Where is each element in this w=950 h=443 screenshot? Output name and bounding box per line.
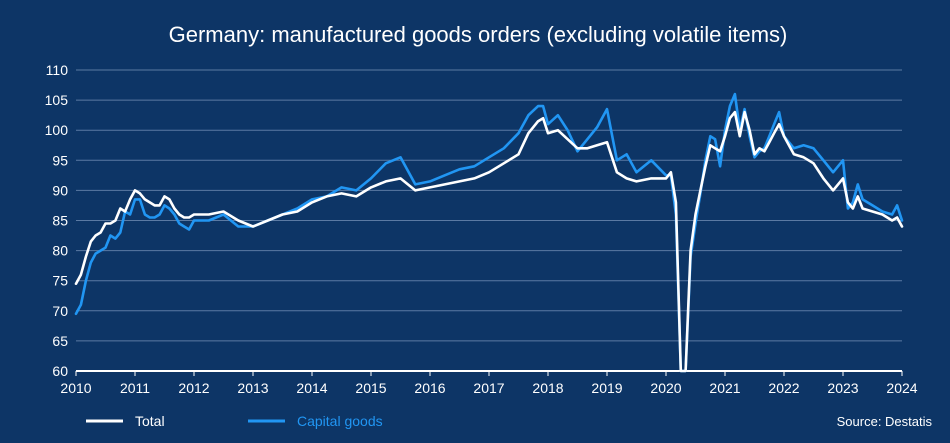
series-line-total <box>74 110 904 373</box>
y-tick-labels: 60 65 70 75 80 85 90 95 100 105 110 <box>45 62 69 379</box>
y-tick-label: 70 <box>52 303 68 319</box>
x-tick-label: 2022 <box>768 380 799 396</box>
y-tick-label: 65 <box>52 333 68 349</box>
legend-label-capital-goods: Capital goods <box>297 413 383 429</box>
y-tick-label: 110 <box>46 62 69 78</box>
y-tick-label: 80 <box>52 243 68 259</box>
legend-label-total: Total <box>135 413 165 429</box>
x-tick-label: 2014 <box>296 380 327 396</box>
x-tick-label: 2010 <box>60 380 91 396</box>
legend: Total Capital goods <box>86 413 383 429</box>
x-tick-label: 2017 <box>473 380 504 396</box>
y-tick-label: 105 <box>45 92 69 108</box>
x-tick-label: 2016 <box>414 380 445 396</box>
y-tick-label: 75 <box>52 273 68 289</box>
x-tick-label: 2011 <box>120 380 150 396</box>
x-tick-labels: 2010 2011 2012 2013 2014 2015 2016 2017 2018 2019… <box>60 371 918 396</box>
grid-lines <box>76 69 902 372</box>
chart-title: Germany: manufactured goods orders (excl… <box>169 22 788 47</box>
y-tick-label: 60 <box>52 363 68 379</box>
x-tick-label: 2012 <box>178 380 209 396</box>
x-tick-label: 2013 <box>237 380 268 396</box>
source-note: Source: Destatis <box>837 414 933 429</box>
x-tick-label: 2018 <box>532 380 563 396</box>
x-tick-label: 2020 <box>650 380 681 396</box>
x-tick-label: 2015 <box>355 380 386 396</box>
x-tick-label: 2019 <box>591 380 622 396</box>
x-tick-label: 2023 <box>827 380 858 396</box>
y-tick-label: 95 <box>52 152 68 168</box>
series-line-capital-goods <box>74 92 904 373</box>
x-tick-label: 2021 <box>709 380 740 396</box>
y-tick-label: 100 <box>45 122 69 138</box>
x-tick-label: 2024 <box>886 380 917 396</box>
y-tick-label: 85 <box>52 213 68 229</box>
y-tick-label: 90 <box>52 182 68 198</box>
series-group <box>74 92 904 373</box>
